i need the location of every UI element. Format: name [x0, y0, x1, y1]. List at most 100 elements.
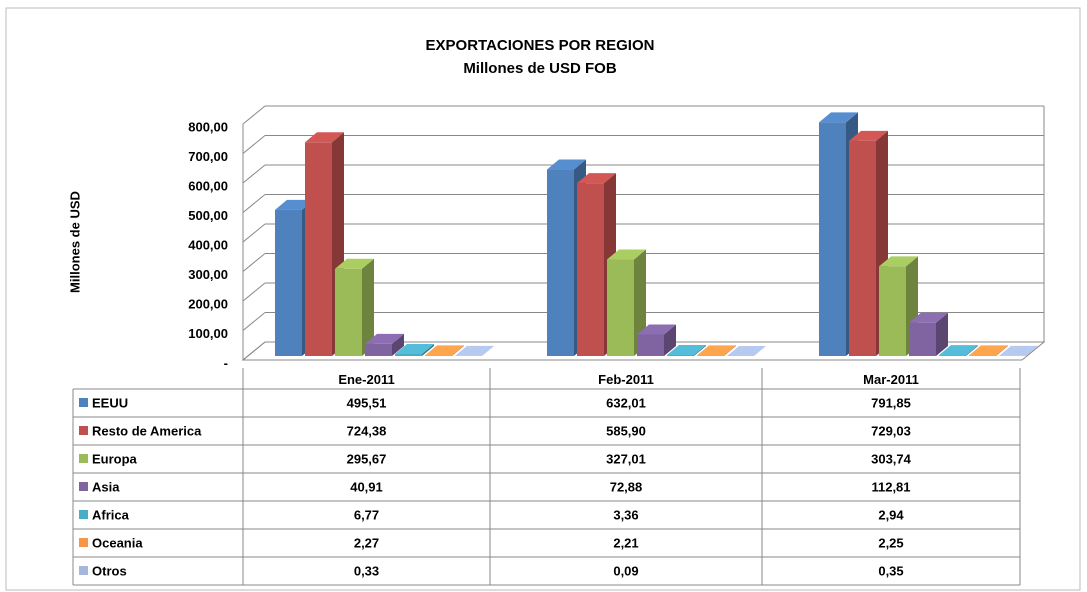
table-value: 112,81	[871, 479, 910, 494]
chart-subtitle: Millones de USD FOB	[463, 60, 617, 77]
bar-front	[879, 266, 906, 356]
bar-top	[607, 249, 646, 260]
table-value: 2,94	[878, 507, 904, 522]
x-tick-label: Feb-2011	[598, 372, 654, 387]
bar-top	[849, 130, 888, 141]
table-value: 72,88	[610, 479, 643, 494]
bar-front	[819, 122, 846, 356]
y-axis-label: Millones de USD	[67, 191, 82, 293]
bar	[969, 345, 1008, 356]
grid-line-side	[242, 135, 266, 154]
table-value: 729,03	[871, 423, 911, 438]
table-value: 327,01	[606, 451, 646, 466]
legend-swatch	[79, 510, 88, 519]
chart-border	[5, 7, 1081, 591]
table-value: 585,90	[606, 423, 646, 438]
bar	[365, 333, 404, 356]
bar-top	[819, 112, 858, 123]
bar-top	[727, 345, 766, 356]
bar-top	[637, 324, 676, 335]
bar	[909, 312, 948, 356]
bar-top	[999, 345, 1038, 356]
bar	[607, 249, 646, 356]
bar-top	[909, 312, 948, 323]
bar-side	[936, 312, 948, 356]
bar-front	[365, 343, 392, 356]
legend-swatch	[79, 566, 88, 575]
bar-top	[365, 333, 404, 344]
grid-line-side	[242, 223, 266, 243]
bar-front	[547, 169, 574, 356]
y-tick-label: 300,00	[188, 267, 228, 282]
bar-top	[969, 345, 1008, 356]
bar-side	[422, 344, 434, 356]
bar-front	[909, 322, 936, 356]
bar-top	[547, 159, 586, 170]
bar	[697, 345, 736, 356]
bar-top	[425, 345, 464, 356]
bar-side	[694, 345, 706, 356]
table-value: 3,36	[613, 507, 638, 522]
table-value: 2,27	[354, 535, 379, 550]
bar-front	[395, 354, 422, 356]
bar-side	[1026, 345, 1038, 356]
bar-top	[577, 173, 616, 184]
table-value: 724,38	[347, 423, 387, 438]
bar-front	[335, 268, 362, 356]
legend-label: Africa	[92, 507, 130, 522]
bar	[999, 345, 1038, 356]
bar-side	[966, 345, 978, 356]
legend-swatch	[79, 398, 88, 407]
y-tick-label: -	[224, 355, 228, 370]
bar	[637, 324, 676, 356]
bar	[727, 345, 766, 356]
y-tick-label: 100,00	[188, 326, 228, 341]
bar-side	[754, 345, 766, 356]
y-tick-label: 400,00	[188, 237, 228, 252]
bar-front	[637, 334, 664, 356]
bar-top	[879, 256, 918, 267]
bar-front	[607, 259, 634, 356]
table-value: 6,77	[354, 507, 379, 522]
table-value: 495,51	[347, 395, 387, 410]
bar-side	[362, 258, 374, 356]
grid-line-side	[242, 253, 266, 272]
legend-label: EEUU	[92, 395, 128, 410]
grid-line-side	[242, 312, 266, 331]
y-tick-label: 700,00	[188, 149, 228, 164]
bar	[667, 345, 706, 356]
y-tick-label: 800,00	[188, 119, 228, 134]
bar	[395, 344, 434, 356]
bar-top	[275, 199, 314, 210]
bar-front	[425, 355, 452, 356]
bar-top	[305, 132, 344, 143]
bar-side	[664, 324, 676, 356]
grid-line-side	[242, 282, 266, 302]
bar	[879, 256, 918, 356]
legend-swatch	[79, 538, 88, 547]
bar-front	[849, 140, 876, 356]
chart-title: EXPORTACIONES POR REGION	[426, 37, 655, 54]
bar-top	[939, 345, 978, 356]
bar-side	[724, 345, 736, 356]
bar-front	[305, 142, 332, 356]
legend-swatch	[79, 426, 88, 435]
table-value: 791,85	[871, 395, 911, 410]
bar-top	[455, 345, 494, 356]
table-value: 2,25	[878, 535, 903, 550]
bar-side	[392, 333, 404, 356]
table-value: 2,21	[613, 535, 638, 550]
y-tick-label: 500,00	[188, 208, 228, 223]
bar-side	[452, 345, 464, 356]
legend-label: Oceania	[92, 535, 143, 550]
bar	[455, 345, 494, 356]
bar	[335, 258, 374, 356]
legend-swatch	[79, 482, 88, 491]
legend-label: Resto de America	[92, 423, 202, 438]
bar	[425, 345, 464, 356]
table-value: 0,09	[613, 563, 638, 578]
bar-side	[996, 345, 1008, 356]
table-value: 0,35	[878, 563, 903, 578]
y-tick-label: 200,00	[188, 296, 228, 311]
